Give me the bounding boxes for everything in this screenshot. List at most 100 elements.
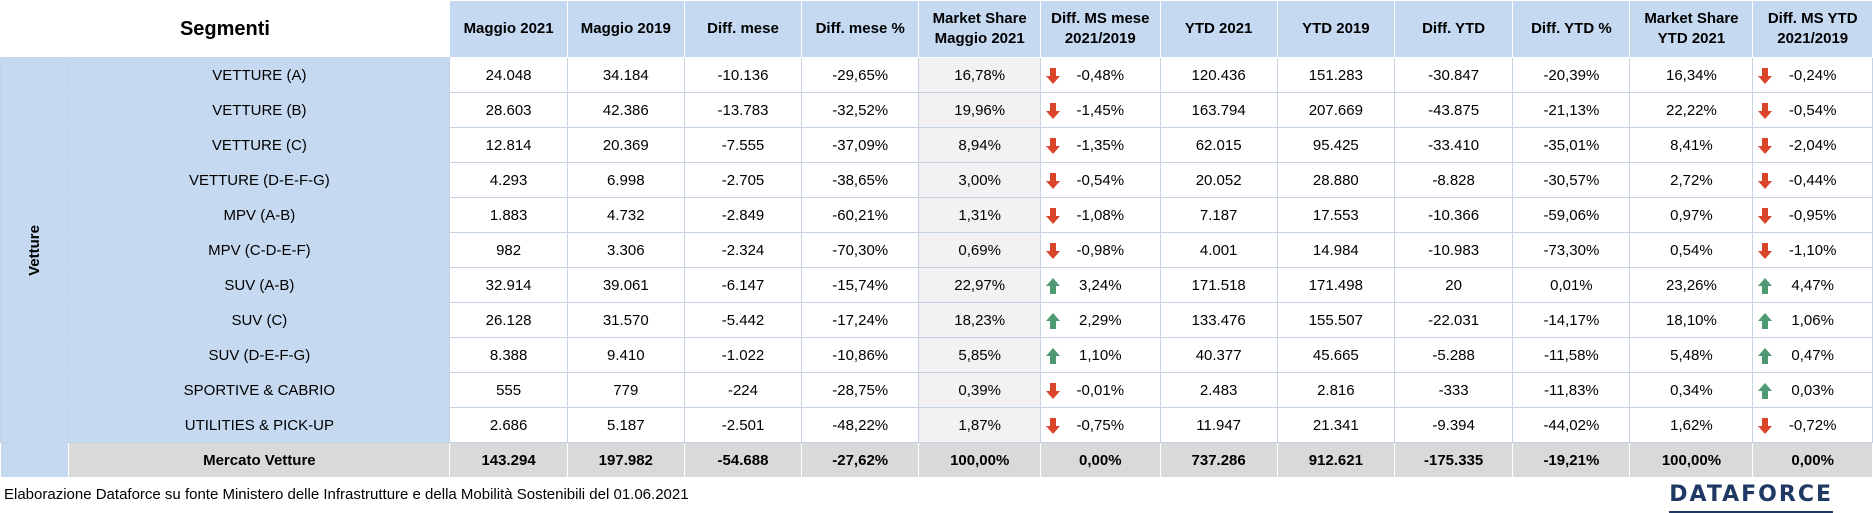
cell-ytd-2019: 28.880 — [1276, 162, 1395, 198]
cell-diff-ms-month: -0,01% — [1040, 372, 1161, 408]
arrow-up-icon — [1046, 348, 1061, 364]
segment-name: VETTURE (B) — [68, 92, 451, 128]
cell-ytd-2021: 11.947 — [1159, 407, 1278, 443]
cell-diff-ms-ytd: -2,04% — [1752, 127, 1873, 163]
cell-diff-month-pct: -17,24% — [801, 302, 920, 338]
cell-ytd-2021: 62.015 — [1159, 127, 1278, 163]
total-cell: 197.982 — [566, 442, 685, 478]
cell-diff-month: -13.783 — [683, 92, 803, 128]
cell-ytd-2019: 95.425 — [1276, 127, 1395, 163]
col-header: Diff. mese % — [801, 0, 920, 58]
cell-diff-ytd-pct: -35,01% — [1512, 127, 1631, 163]
arrow-down-icon — [1046, 383, 1061, 399]
segment-name: MPV (A-B) — [68, 197, 451, 233]
group-label: Vetture — [0, 57, 70, 443]
cell-may-2021: 555 — [449, 372, 568, 408]
cell-market-share-ytd: 8,41% — [1629, 127, 1754, 163]
group-label-text: Vetture — [26, 224, 44, 276]
cell-may-2021: 26.128 — [449, 302, 568, 338]
table-row: Vetture VETTURE (A) 24.048 34.184 -10.136 -29… — [0, 57, 1873, 443]
arrow-up-icon — [1758, 348, 1773, 364]
col-header: Diff. MS mese 2021/2019 — [1040, 0, 1161, 58]
cell-market-share-ytd: 16,34% — [1629, 57, 1754, 93]
cell-may-2019: 5.187 — [566, 407, 685, 443]
table-row: SUV (D-E-F-G) 8.388 9.410 -1.022 -10,86% 5,85… — [1, 337, 1873, 373]
cell-market-share-month: 1,87% — [918, 407, 1042, 443]
value: 4,47% — [1791, 276, 1834, 294]
value: 3,24% — [1079, 276, 1122, 294]
cell-diff-month: -5.442 — [683, 302, 803, 338]
arrow-up-icon — [1758, 313, 1773, 329]
arrow-down-icon — [1046, 243, 1061, 259]
value: -2,04% — [1788, 136, 1837, 154]
cell-market-share-ytd: 5,48% — [1629, 337, 1754, 373]
cell-diff-month-pct: -38,65% — [801, 162, 920, 198]
value: -0,72% — [1788, 416, 1837, 434]
cell-diff-ytd: 20 — [1393, 267, 1514, 303]
total-cell: -19,21% — [1512, 442, 1631, 478]
value: -1,10% — [1788, 241, 1837, 259]
arrow-down-icon — [1046, 418, 1061, 434]
cell-ytd-2019: 17.553 — [1276, 197, 1395, 233]
cell-diff-month-pct: -15,74% — [801, 267, 920, 303]
cell-diff-ms-month: -1,45% — [1040, 92, 1161, 128]
cell-diff-ms-month: -0,54% — [1040, 162, 1161, 198]
cell-diff-ytd-pct: -59,06% — [1512, 197, 1631, 233]
cell-diff-ms-ytd: -0,24% — [1752, 57, 1873, 93]
side-spacer — [0, 442, 70, 478]
total-cell: 737.286 — [1159, 442, 1278, 478]
dataforce-logo: DATAFORCE — [1669, 482, 1833, 513]
value: -0,75% — [1076, 416, 1125, 434]
arrow-up-icon — [1046, 313, 1061, 329]
cell-diff-month: -10.136 — [683, 57, 803, 93]
total-cell: 100,00% — [1629, 442, 1754, 478]
cell-diff-month: -224 — [683, 372, 803, 408]
cell-diff-month: -2.324 — [683, 232, 803, 268]
cell-may-2019: 20.369 — [566, 127, 685, 163]
cell-may-2021: 982 — [449, 232, 568, 268]
table-row: UTILITIES & PICK-UP 2.686 5.187 -2.501 -48,2… — [1, 407, 1873, 443]
cell-diff-month-pct: -48,22% — [801, 407, 920, 443]
table-row: SUV (C) 26.128 31.570 -5.442 -17,24% 18,23% 2,… — [1, 302, 1873, 338]
cell-diff-ytd: -10.366 — [1393, 197, 1514, 233]
col-header: Maggio 2021 — [449, 0, 568, 58]
cell-ytd-2019: 14.984 — [1276, 232, 1395, 268]
cell-may-2019: 42.386 — [566, 92, 685, 128]
cell-ytd-2019: 155.507 — [1276, 302, 1395, 338]
col-header: YTD 2021 — [1159, 0, 1278, 58]
cell-diff-ytd: -22.031 — [1393, 302, 1514, 338]
segment-name: SUV (C) — [68, 302, 451, 338]
cell-diff-ytd: -8.828 — [1393, 162, 1514, 198]
cell-market-share-month: 3,00% — [918, 162, 1042, 198]
cell-may-2021: 1.883 — [449, 197, 568, 233]
cell-ytd-2019: 21.341 — [1276, 407, 1395, 443]
cell-diff-ytd: -9.394 — [1393, 407, 1514, 443]
cell-diff-month-pct: -37,09% — [801, 127, 920, 163]
cell-ytd-2019: 45.665 — [1276, 337, 1395, 373]
segment-name: SPORTIVE & CABRIO — [68, 372, 451, 408]
cell-may-2021: 12.814 — [449, 127, 568, 163]
cell-may-2019: 779 — [566, 372, 685, 408]
cell-ytd-2019: 151.283 — [1276, 57, 1395, 93]
arrow-down-icon — [1758, 173, 1773, 189]
cell-market-share-ytd: 0,54% — [1629, 232, 1754, 268]
arrow-down-icon — [1046, 103, 1061, 119]
cell-diff-month: -2.705 — [683, 162, 803, 198]
cell-market-share-month: 8,94% — [918, 127, 1042, 163]
cell-diff-ytd: -30.847 — [1393, 57, 1514, 93]
cell-may-2019: 31.570 — [566, 302, 685, 338]
col-header: Diff. YTD — [1393, 0, 1514, 58]
cell-diff-ytd-pct: -20,39% — [1512, 57, 1631, 93]
cell-ytd-2021: 4.001 — [1159, 232, 1278, 268]
cell-diff-month-pct: -70,30% — [801, 232, 920, 268]
value: -1,35% — [1076, 136, 1125, 154]
cell-diff-ms-month: 3,24% — [1040, 267, 1161, 303]
value: 1,10% — [1079, 346, 1122, 364]
cell-market-share-month: 16,78% — [918, 57, 1042, 93]
value: -0,95% — [1788, 206, 1837, 224]
total-row: Mercato Vetture 143.294 197.982 -54.688 -27,… — [0, 442, 1873, 478]
segmenti-header: Segmenti — [0, 0, 450, 58]
cell-market-share-month: 5,85% — [918, 337, 1042, 373]
col-header: Maggio 2019 — [566, 0, 685, 58]
cell-diff-ms-ytd: 4,47% — [1752, 267, 1873, 303]
